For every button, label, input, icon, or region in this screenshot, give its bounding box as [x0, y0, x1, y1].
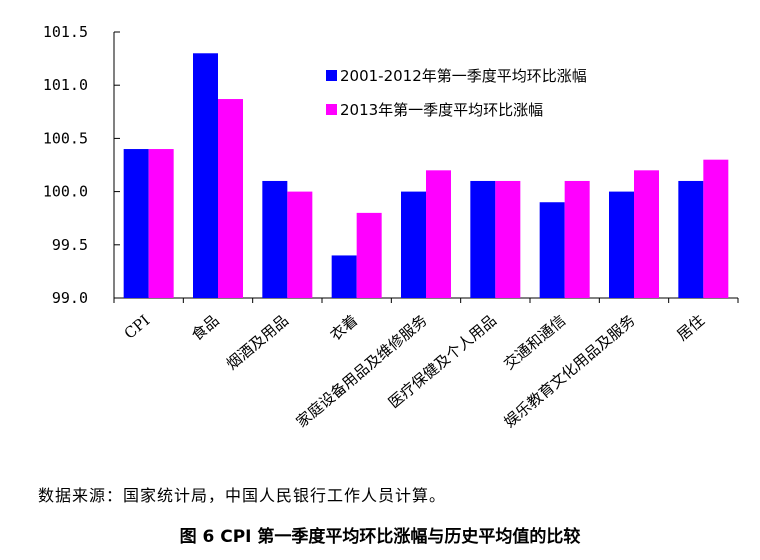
bar-2013-1 [218, 99, 243, 298]
figure-caption: 图 6 CPI 第一季度平均环比涨幅与历史平均值的比较 [179, 527, 581, 547]
legend-label: 2013年第一季度平均环比涨幅 [340, 101, 543, 119]
bar-historical-6 [539, 202, 565, 298]
y-tick-label: 101.0 [43, 76, 88, 94]
x-tick-label: 家庭设备用品及维修服务 [293, 311, 431, 431]
source-note: 数据来源：国家统计局，中国人民银行工作人员计算。 [38, 486, 447, 505]
x-tick-label: 娱乐教育文化用品及服务 [501, 311, 639, 431]
x-tick-label: 交通和通信 [500, 311, 569, 373]
bar-historical-4 [401, 191, 426, 298]
bar-2013-2 [287, 191, 313, 298]
bar-2013-3 [356, 212, 382, 298]
bar-2013-8 [703, 159, 729, 298]
y-tick-label: 100.5 [43, 129, 88, 147]
y-tick-label: 99.0 [52, 289, 88, 307]
legend-swatch [326, 70, 337, 81]
bar-2013-4 [426, 170, 451, 298]
y-tick-label: 101.5 [43, 23, 88, 41]
y-tick-label: 99.5 [52, 236, 88, 254]
chart-bars [123, 53, 729, 298]
bar-chart: 99.0 99.5 100.0 100.5 101.0 101.5 CPI 食品 烟酒及用品 衣… [43, 23, 739, 431]
chart-legend: 2001-2012年第一季度平均环比涨幅 2013年第一季度平均环比涨幅 [326, 67, 587, 119]
x-tick-label: 居住 [673, 311, 708, 344]
x-tick-label: 烟酒及用品 [223, 311, 292, 373]
bar-historical-7 [609, 191, 634, 298]
bar-historical-5 [470, 180, 496, 298]
x-tick-label: 衣着 [327, 311, 362, 344]
bar-2013-7 [634, 170, 659, 298]
y-tick-label: 100.0 [43, 183, 88, 201]
bar-2013-0 [148, 149, 174, 298]
legend-label: 2001-2012年第一季度平均环比涨幅 [340, 67, 587, 85]
bar-historical-1 [193, 53, 218, 298]
x-tick-label: CPI [121, 311, 154, 343]
bar-historical-0 [123, 149, 149, 298]
x-tick-label: 食品 [188, 311, 223, 344]
bar-historical-3 [331, 255, 357, 298]
bar-2013-6 [564, 180, 590, 298]
bar-2013-5 [495, 180, 521, 298]
legend-swatch [326, 104, 337, 115]
bar-historical-8 [678, 180, 704, 298]
bar-historical-2 [262, 180, 288, 298]
